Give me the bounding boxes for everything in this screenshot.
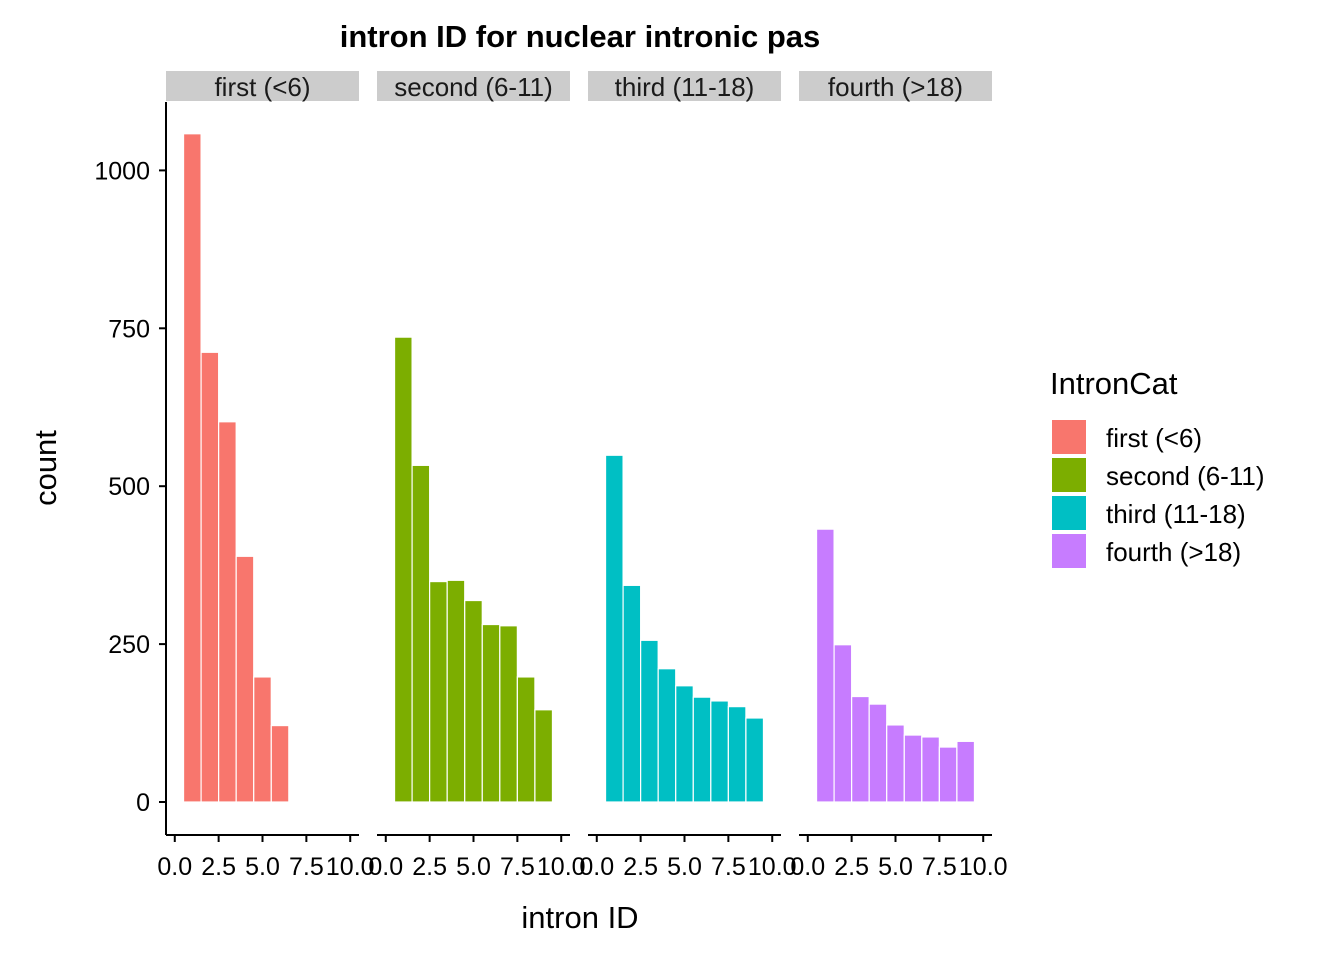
facet-panel: third (11-18) 0.0 2.5 5.0 7.5 10.0 — [579, 71, 797, 881]
legend-items: first (<6) second (6-11) third (11-18) four… — [1052, 420, 1265, 568]
x-tick-label: 0.0 — [368, 853, 403, 881]
histogram-bar — [253, 676, 272, 803]
y-axis-title: count — [28, 430, 63, 506]
histogram-bar — [218, 421, 237, 803]
histogram-bar — [692, 696, 712, 803]
legend-title: IntronCat — [1050, 366, 1178, 401]
facet-strip-label: first (<6) — [214, 72, 310, 102]
x-tick-label: 5.0 — [245, 853, 280, 881]
histogram-bar — [710, 700, 729, 803]
histogram-bar — [640, 639, 659, 803]
y-tick-label: 250 — [108, 631, 150, 659]
histogram-bar — [938, 746, 958, 803]
histogram-bar — [481, 623, 501, 803]
legend-label: third (11-18) — [1106, 499, 1246, 529]
histogram-bar — [499, 625, 518, 803]
x-tick-label: 2.5 — [201, 853, 236, 881]
x-tick-label: 0.0 — [790, 853, 825, 881]
facet-strip — [377, 71, 570, 101]
x-tick-label: 5.0 — [878, 853, 913, 881]
legend: IntronCat first (<6) second (6-11) third (… — [1050, 366, 1265, 568]
facet-strip-label: second (6-11) — [394, 72, 553, 102]
legend-swatch — [1052, 458, 1086, 492]
histogram-bar — [745, 717, 765, 803]
legend-swatch — [1052, 534, 1086, 568]
histogram-bar — [815, 528, 835, 803]
histogram-bar — [886, 724, 905, 803]
facet-strip-label: third (11-18) — [615, 72, 755, 102]
histogram-bar — [446, 579, 466, 803]
x-tick-label: 10.0 — [326, 853, 375, 881]
x-tick-label: 2.5 — [834, 853, 869, 881]
chart-title: intron ID for nuclear intronic pas — [340, 19, 821, 54]
y-tick-label: 500 — [108, 473, 150, 501]
histogram-bar — [200, 351, 220, 803]
legend-swatch — [1052, 496, 1086, 530]
histogram-bar — [657, 668, 677, 803]
histogram-bar — [235, 555, 255, 803]
histogram-bar — [921, 736, 940, 803]
histogram-bar — [516, 676, 536, 803]
histogram-bar — [851, 695, 870, 803]
facet-strip — [588, 71, 781, 101]
histogram-bar — [956, 740, 976, 803]
facet-panel: second (6-11) 0.0 2.5 5.0 7.5 10.0 — [368, 71, 586, 881]
y-tick-label: 1000 — [94, 157, 150, 185]
x-tick-label: 5.0 — [667, 853, 702, 881]
histogram-bar — [675, 685, 694, 803]
x-tick-label: 10.0 — [537, 853, 586, 881]
histogram-bar — [833, 644, 853, 803]
legend-label: fourth (>18) — [1106, 537, 1241, 567]
x-axis-title: intron ID — [521, 900, 638, 935]
legend-label: first (<6) — [1106, 423, 1202, 453]
histogram-bar — [903, 734, 923, 803]
facet-strip — [166, 71, 359, 101]
x-tick-label: 0.0 — [157, 853, 192, 881]
facet-strip-label: fourth (>18) — [828, 72, 963, 102]
x-tick-label: 7.5 — [922, 853, 957, 881]
x-tick-label: 10.0 — [959, 853, 1008, 881]
x-tick-label: 7.5 — [500, 853, 535, 881]
histogram-bar — [464, 599, 483, 803]
y-tick-label: 750 — [108, 315, 150, 343]
histogram-bar — [534, 709, 554, 803]
histogram-bar — [270, 724, 290, 803]
histogram-bar — [727, 706, 747, 803]
legend-label: second (6-11) — [1106, 461, 1265, 491]
y-axis: 0 250 500 750 1000 — [94, 102, 167, 835]
histogram-bar — [622, 584, 642, 803]
x-tick-label: 7.5 — [711, 853, 746, 881]
facet-panel: fourth (>18) 0.0 2.5 5.0 7.5 10.0 — [790, 71, 1008, 881]
histogram-bar — [429, 580, 448, 803]
x-tick-label: 7.5 — [289, 853, 324, 881]
legend-swatch — [1052, 420, 1086, 454]
facet-strip — [799, 71, 992, 101]
x-tick-label: 2.5 — [623, 853, 658, 881]
x-tick-label: 0.0 — [579, 853, 614, 881]
y-tick-label: 0 — [136, 789, 150, 817]
x-tick-label: 2.5 — [412, 853, 447, 881]
histogram-bar — [411, 464, 431, 803]
x-tick-label: 5.0 — [456, 853, 491, 881]
x-tick-label: 10.0 — [748, 853, 797, 881]
facet-panel: first (<6) 0.0 2.5 5.0 7.5 10.0 — [157, 71, 375, 881]
histogram-bar — [868, 703, 888, 803]
histogram-bar — [393, 336, 413, 803]
histogram-bar — [604, 454, 624, 803]
histogram-bar — [182, 133, 202, 803]
